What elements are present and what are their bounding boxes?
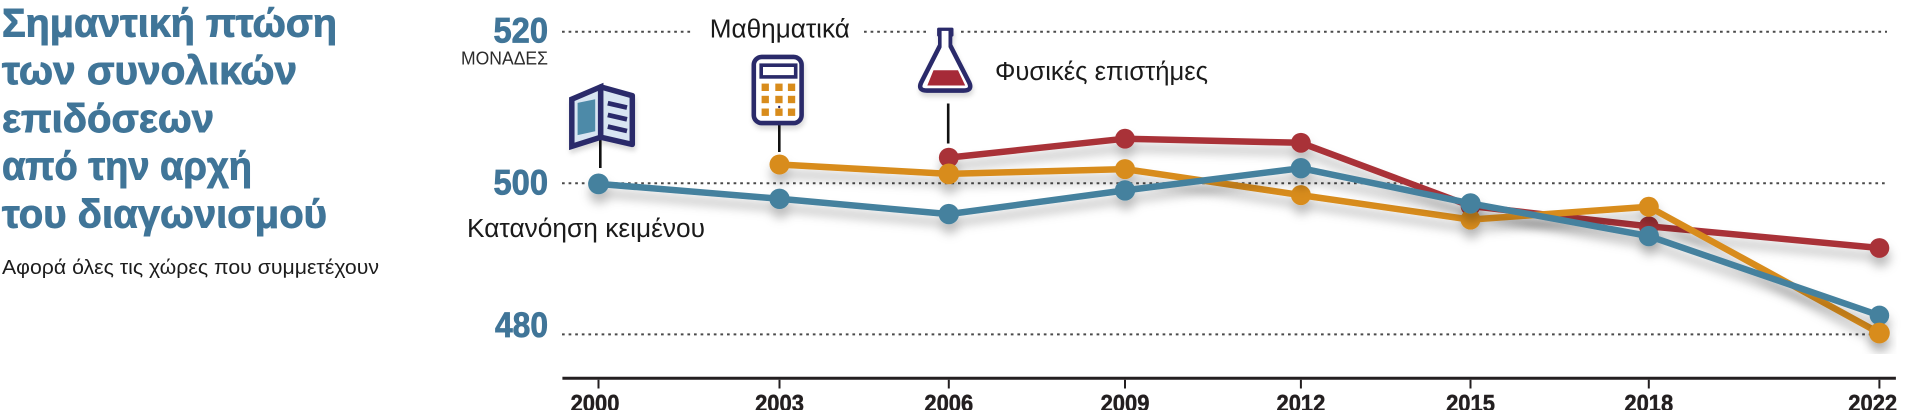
svg-text:2018: 2018 — [1624, 391, 1673, 410]
svg-text:480: 480 — [495, 306, 548, 345]
svg-text:2022: 2022 — [1848, 391, 1897, 410]
svg-text:2003: 2003 — [755, 391, 804, 410]
svg-text:από την αρχή: από την αρχή — [2, 145, 252, 189]
svg-text:2012: 2012 — [1277, 391, 1326, 410]
svg-text:ΜΟΝΑΔΕΣ: ΜΟΝΑΔΕΣ — [461, 48, 548, 69]
svg-text:2006: 2006 — [924, 391, 973, 410]
svg-text:2015: 2015 — [1446, 391, 1495, 410]
svg-text:2009: 2009 — [1101, 391, 1150, 410]
svg-text:Κατανόηση κειμένου: Κατανόηση κειμένου — [467, 215, 705, 243]
svg-text:Φυσικές επιστήμες: Φυσικές επιστήμες — [995, 58, 1208, 86]
svg-text:των συνολικών: των συνολικών — [2, 49, 297, 93]
svg-text:500: 500 — [494, 163, 549, 202]
svg-text:του διαγωνισμού: του διαγωνισμού — [2, 192, 327, 236]
svg-text:Μαθηματικά: Μαθηματικά — [710, 16, 850, 44]
svg-text:Αφορά όλες τις χώρες που συμμε: Αφορά όλες τις χώρες που συμμετέχουν — [2, 257, 379, 279]
svg-text:2000: 2000 — [571, 391, 620, 410]
svg-text:Σημαντική πτώση: Σημαντική πτώση — [2, 2, 337, 46]
svg-text:επιδόσεων: επιδόσεων — [2, 97, 214, 141]
svg-text:520: 520 — [494, 12, 549, 51]
